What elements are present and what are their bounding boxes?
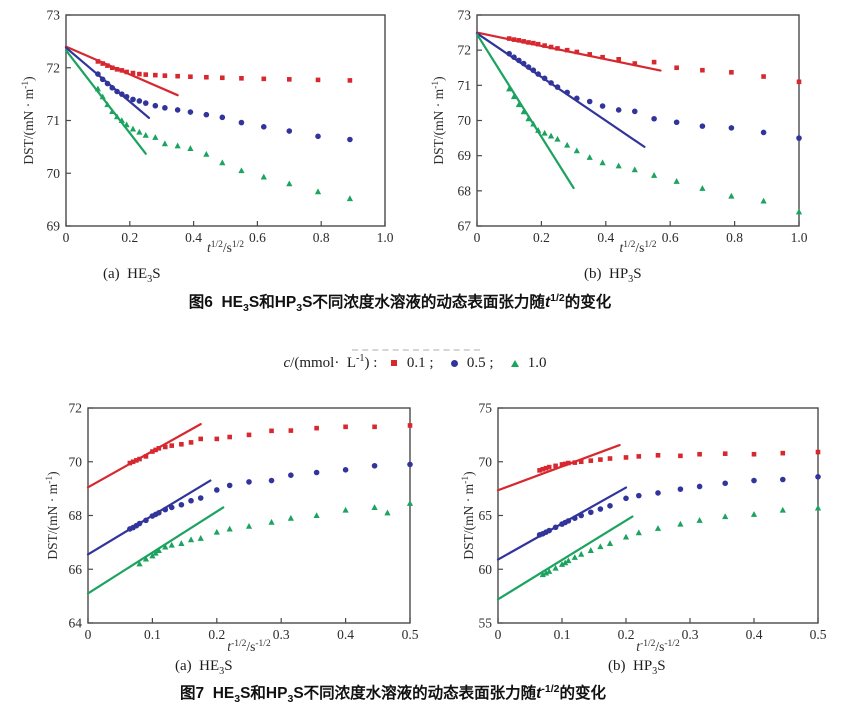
x-tick-label: 0.3 [273,627,290,642]
x-tick-label: 0 [63,230,70,245]
concentration-legend: c/(mmol· L-1) : 0.1 ; 0.5 ; 1.0 [283,353,547,371]
x-tick-label: 0.2 [618,627,635,642]
x-tick-label: 0.1 [144,627,161,642]
y-tick-label: 55 [479,616,493,631]
x-tick-label: 0.1 [554,627,571,642]
series-0.1-points [506,36,802,85]
x-axis-label: t-1/2/s-1/2 [227,639,271,654]
y-tick-label: 73 [458,8,472,23]
triangle-marker-icon [511,360,519,367]
y-tick-label: 70 [69,454,83,469]
y-tick-label: 72 [47,60,61,75]
y-tick-label: 73 [47,8,61,23]
series-0.5-points [536,474,821,538]
y-tick-label: 68 [69,508,83,523]
x-tick-label: 0.2 [533,230,550,245]
axis-ticks: 0 0.2 0.4 0.6 0.8 1.0 69 70 71 72 73 [47,8,394,246]
plot-frame [476,14,800,227]
axis-ticks: 0 0.2 0.4 0.6 0.8 1.0 67 68 69 70 71 72 73 [458,8,808,246]
series-0.1-points [127,423,413,466]
series-1.0-points [539,504,822,578]
y-axis-label: DST/(mN · m-1) [431,76,446,164]
y-tick-label: 65 [479,508,493,523]
y-axis-label: DST/(mN · m-1) [461,471,476,559]
y-axis-label: DST/(mN · m-1) [21,76,36,164]
x-tick-label: 0.6 [249,230,266,245]
x-tick-label: 0.3 [682,627,699,642]
y-tick-label: 64 [69,616,83,631]
chart-fig6a-dst-vs-sqrt-t: 0 0.2 0.4 0.6 0.8 1.0 69 70 71 72 73 t1/2/s1/2 DST/(… [21,8,394,256]
y-tick-label: 70 [479,454,493,469]
figure7-caption: 图7 HE3S和HP3S不同浓度水溶液的动态表面张力随t-1/2的变化 [179,682,607,706]
series-1.0-points [506,85,803,215]
axis-ticks: 0 0.1 0.2 0.3 0.4 0.5 64 66 68 70 72 [69,401,419,643]
panel-caption-fig7b: (b) HP3S [608,658,666,677]
plot-frame [497,407,819,624]
y-tick-label: 72 [69,401,83,416]
x-tick-label: 0 [495,627,502,642]
x-tick-label: 0.4 [597,230,614,245]
panel-caption-fig7a: (a) HE3S [175,658,233,677]
chart-fig7b-dst-vs-inv-sqrt-t: 0 0.1 0.2 0.3 0.4 0.5 55 60 65 70 75 t-1/2/s-1/2 DST… [461,401,827,655]
fit-lines [64,45,179,155]
series-0.1-points [95,59,353,83]
faded-text-artifact [352,349,480,351]
y-tick-label: 60 [479,562,493,577]
y-tick-label: 72 [458,43,472,58]
x-axis-label: t1/2/s1/2 [619,240,656,255]
figure6-caption: 图6 HE3S和HP3S不同浓度水溶液的动态表面张力随t1/2的变化 [188,291,612,315]
series-0.5-points [506,50,802,141]
x-tick-label: 0.2 [121,230,138,245]
x-tick-label: 0 [474,230,481,245]
x-tick-label: 0.5 [402,627,419,642]
x-axis-label: t-1/2/s-1/2 [636,639,680,654]
axis-ticks: 0 0.1 0.2 0.3 0.4 0.5 55 60 65 70 75 [479,401,827,643]
y-tick-label: 69 [458,148,472,163]
chart-fig6b-dst-vs-sqrt-t: 0 0.2 0.4 0.6 0.8 1.0 67 68 69 70 71 72 73 t1/2/s1/2 D… [431,8,808,256]
series-0.5-points [95,71,353,143]
legend-item-label: 1.0 [524,355,547,371]
x-tick-label: 1.0 [377,230,394,245]
plot-frame [65,14,386,227]
y-axis-label: DST/(mN · m-1) [45,471,60,559]
y-tick-label: 69 [47,219,61,234]
y-tick-label: 75 [479,401,493,416]
square-marker-icon [391,360,398,366]
y-tick-label: 68 [458,183,472,198]
panel-caption-fig6b: (b) HP3S [584,266,642,285]
x-axis-label: t1/2/s1/2 [207,240,244,255]
plot-frame [87,407,411,624]
series-1.0-points [94,85,354,202]
series-0.1-points [537,449,821,473]
x-tick-label: 1.0 [791,230,808,245]
x-tick-label: 0.8 [726,230,743,245]
circle-marker-icon [451,360,459,367]
series-0.5-points [127,461,413,532]
x-tick-label: 0.2 [208,627,225,642]
x-tick-label: 0.4 [337,627,354,642]
legend-item-label: 0.5 [463,355,486,371]
y-tick-label: 70 [458,113,472,128]
y-tick-label: 67 [458,219,472,234]
y-tick-label: 66 [69,562,83,577]
y-tick-label: 70 [47,166,61,181]
x-tick-label: 0.4 [185,230,202,245]
x-tick-label: 0.4 [746,627,763,642]
legend-item-label: 0.1 [403,355,426,371]
x-tick-label: 0.8 [313,230,330,245]
y-tick-label: 71 [47,113,61,128]
x-tick-label: 0.5 [810,627,827,642]
series-1.0-points [136,500,414,567]
chart-fig7a-dst-vs-inv-sqrt-t: 0 0.1 0.2 0.3 0.4 0.5 64 66 68 70 72 t-1/2/s-1/2 DST… [45,401,419,655]
x-tick-label: 0 [85,627,92,642]
y-tick-label: 71 [458,78,472,93]
panel-caption-fig6a: (a) HE3S [103,266,161,285]
x-tick-label: 0.6 [662,230,679,245]
